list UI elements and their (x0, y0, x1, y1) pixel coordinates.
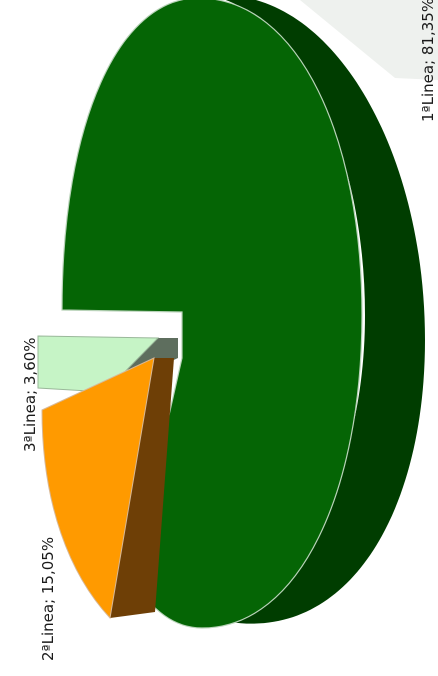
slice-1 (61, 0, 425, 629)
slice-1-side (210, 0, 425, 625)
slice-2-side (110, 358, 174, 618)
slice-2 (41, 357, 174, 620)
slice-label-3: 3ªLinea; 3,60% (21, 337, 39, 452)
slice-1-top (61, 0, 363, 629)
slice-label-1: 1ªLinea; 81,35% (419, 0, 437, 122)
shadow-wedge (300, 0, 438, 80)
slice-2-top (41, 357, 155, 620)
slice-label-2: 2ªLinea; 15,05% (39, 537, 57, 661)
